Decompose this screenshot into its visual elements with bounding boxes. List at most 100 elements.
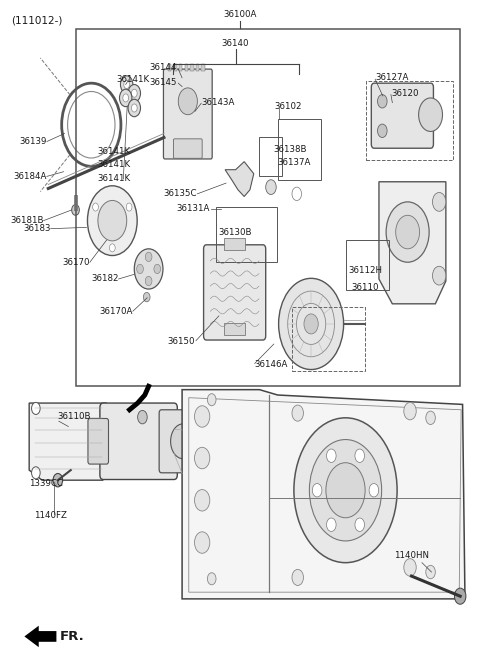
Text: 36139: 36139 — [20, 137, 47, 146]
Circle shape — [72, 204, 79, 215]
Polygon shape — [29, 403, 107, 480]
Circle shape — [292, 187, 301, 200]
Circle shape — [194, 532, 210, 553]
Circle shape — [124, 81, 130, 89]
Circle shape — [432, 266, 446, 285]
Bar — [260, 138, 282, 176]
Circle shape — [294, 418, 397, 562]
Polygon shape — [225, 162, 254, 196]
Text: 36170: 36170 — [62, 258, 90, 267]
Text: 1140FZ: 1140FZ — [34, 511, 67, 520]
Text: 36144: 36144 — [149, 63, 177, 73]
Circle shape — [132, 104, 137, 112]
Circle shape — [455, 588, 466, 604]
Text: 36110: 36110 — [351, 283, 379, 292]
Circle shape — [145, 276, 152, 286]
Bar — [179, 65, 182, 71]
Bar — [216, 207, 276, 262]
Text: 36141K: 36141K — [97, 147, 130, 156]
Text: 36141K: 36141K — [97, 161, 130, 169]
FancyBboxPatch shape — [372, 83, 433, 149]
Circle shape — [326, 463, 365, 517]
Circle shape — [404, 558, 416, 576]
Circle shape — [123, 94, 129, 102]
FancyBboxPatch shape — [224, 238, 245, 250]
Circle shape — [432, 192, 446, 211]
Circle shape — [134, 249, 163, 289]
Circle shape — [292, 405, 303, 421]
FancyBboxPatch shape — [159, 410, 187, 473]
Bar — [202, 65, 205, 71]
Polygon shape — [379, 181, 446, 304]
Circle shape — [326, 518, 336, 532]
Circle shape — [207, 394, 216, 406]
Circle shape — [419, 98, 443, 132]
Text: 36130B: 36130B — [219, 228, 252, 237]
Circle shape — [404, 403, 416, 420]
Polygon shape — [24, 626, 57, 647]
Bar — [75, 29, 460, 386]
Circle shape — [109, 244, 115, 252]
Circle shape — [145, 252, 152, 261]
Bar — [190, 65, 193, 71]
Circle shape — [87, 185, 137, 255]
Text: 36110B: 36110B — [58, 412, 91, 421]
Polygon shape — [182, 390, 465, 599]
Text: 36138B: 36138B — [274, 145, 307, 154]
Text: FR.: FR. — [60, 630, 84, 643]
Bar — [74, 195, 77, 210]
Text: 36127A: 36127A — [375, 73, 408, 82]
FancyBboxPatch shape — [164, 69, 212, 159]
Circle shape — [378, 124, 387, 138]
Bar — [196, 65, 199, 71]
Circle shape — [292, 569, 303, 585]
Text: 36145: 36145 — [149, 78, 177, 87]
Circle shape — [98, 200, 127, 241]
Text: 1140HN: 1140HN — [394, 552, 429, 560]
Circle shape — [144, 292, 150, 302]
Circle shape — [32, 403, 40, 415]
Text: 36182: 36182 — [91, 274, 119, 284]
Bar — [168, 65, 171, 71]
Circle shape — [128, 99, 141, 117]
Circle shape — [426, 411, 435, 425]
Text: 36112H: 36112H — [348, 266, 382, 275]
Text: (111012-): (111012-) — [11, 15, 62, 26]
Circle shape — [207, 573, 216, 585]
Circle shape — [278, 278, 344, 370]
Text: 36131A: 36131A — [176, 204, 209, 213]
Circle shape — [194, 406, 210, 427]
Circle shape — [326, 449, 336, 462]
Circle shape — [386, 202, 429, 262]
Circle shape — [355, 518, 364, 532]
Text: 36120: 36120 — [391, 89, 419, 97]
Text: 36100A: 36100A — [224, 11, 257, 19]
Circle shape — [310, 439, 382, 541]
Circle shape — [32, 467, 40, 479]
Circle shape — [137, 264, 144, 274]
Circle shape — [120, 89, 132, 107]
Circle shape — [355, 449, 364, 462]
FancyBboxPatch shape — [100, 403, 177, 480]
Circle shape — [126, 203, 132, 211]
Circle shape — [170, 424, 195, 459]
FancyBboxPatch shape — [204, 245, 266, 340]
Bar — [277, 119, 321, 180]
Circle shape — [178, 88, 197, 115]
Circle shape — [426, 565, 435, 579]
Circle shape — [194, 448, 210, 469]
Bar — [174, 65, 177, 71]
FancyBboxPatch shape — [224, 323, 245, 335]
Circle shape — [93, 203, 98, 211]
Bar — [292, 307, 365, 371]
Circle shape — [120, 76, 133, 93]
Text: 36146A: 36146A — [255, 360, 288, 370]
Text: 36181B: 36181B — [10, 216, 44, 225]
Text: 36183: 36183 — [23, 224, 51, 233]
Text: 36143A: 36143A — [201, 98, 235, 107]
Circle shape — [266, 179, 276, 194]
Text: 36170A: 36170A — [99, 307, 133, 317]
Circle shape — [154, 264, 161, 274]
Circle shape — [138, 411, 147, 424]
Text: 36140: 36140 — [222, 38, 249, 48]
